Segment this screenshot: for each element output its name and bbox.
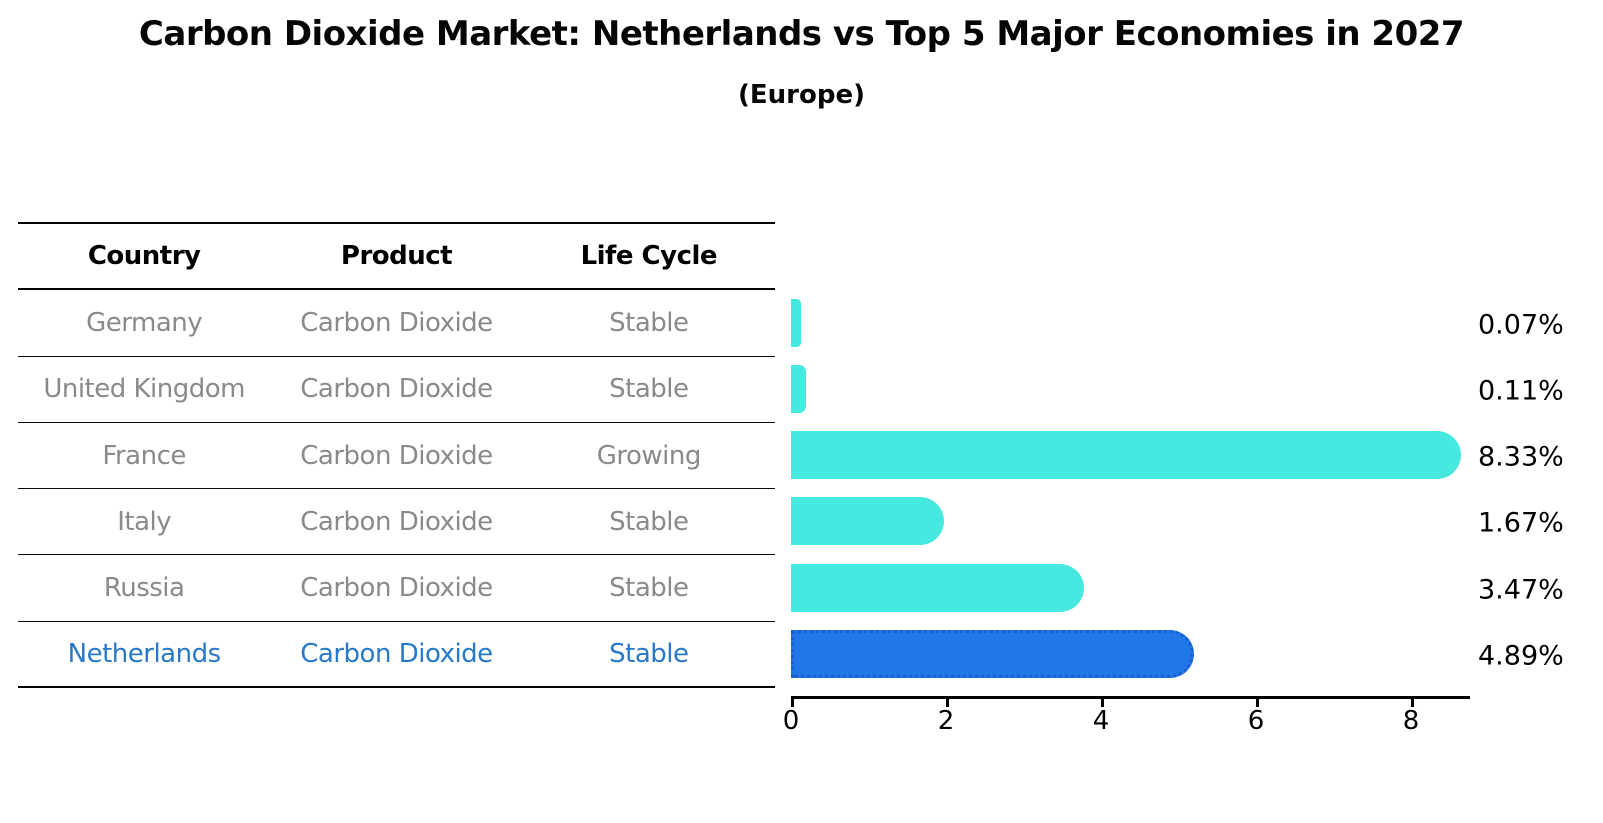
info-table: Country Product Life Cycle Germany Carbo… (18, 222, 775, 689)
chart-subtitle: (Europe) (738, 80, 865, 110)
x-axis-tick (946, 698, 949, 707)
table-cell-lifecycle: Growing (596, 440, 702, 471)
bar-france (791, 431, 1461, 480)
x-axis-tick-label: 6 (1247, 706, 1265, 736)
bar-value-label: 3.47% (1478, 574, 1564, 606)
table-cell-lifecycle: Stable (609, 374, 689, 405)
table-cell-product: Carbon Dioxide (300, 440, 493, 471)
chart-title: Carbon Dioxide Market: Netherlands vs To… (138, 14, 1465, 54)
bar-value-label: 4.89% (1478, 640, 1564, 672)
table-row: Italy Carbon Dioxide Stable (18, 489, 775, 556)
table-cell-product: Carbon Dioxide (300, 374, 493, 405)
table-cell-product: Carbon Dioxide (300, 307, 493, 338)
table-cell-product: Carbon Dioxide (300, 638, 493, 669)
bar-netherlands (791, 630, 1194, 678)
bar-value-label: 1.67% (1478, 507, 1564, 539)
table-row: Netherlands Carbon Dioxide Stable (18, 622, 775, 689)
table-row: Germany Carbon Dioxide Stable (18, 290, 775, 357)
x-axis-tick (1256, 698, 1259, 707)
x-axis-tick-label: 4 (1092, 706, 1110, 736)
table-header-row: Country Product Life Cycle (18, 224, 775, 291)
table-row: France Carbon Dioxide Growing (18, 423, 775, 490)
table-cell-country: United Kingdom (43, 374, 245, 405)
x-axis-tick-label: 0 (782, 706, 800, 736)
column-header-product: Product (340, 241, 453, 272)
table-body: Germany Carbon Dioxide Stable United Kin… (18, 290, 775, 689)
column-header-country: Country (87, 241, 201, 272)
table-row: Russia Carbon Dioxide Stable (18, 555, 775, 622)
table-cell-country: Russia (103, 573, 185, 604)
table-cell-lifecycle: Stable (609, 638, 689, 669)
x-axis-tick-label: 8 (1402, 706, 1420, 736)
x-axis-tick (1411, 698, 1414, 707)
x-axis-tick-label: 2 (937, 706, 955, 736)
table-cell-lifecycle: Stable (609, 506, 689, 537)
table-row: United Kingdom Carbon Dioxide Stable (18, 357, 775, 423)
bar-italy (791, 497, 945, 546)
bar-germany (791, 298, 801, 347)
table-cell-lifecycle: Stable (609, 307, 689, 338)
bar-value-label: 0.07% (1478, 309, 1564, 340)
x-axis-tick (791, 698, 794, 707)
bar-value-label: 0.11% (1478, 375, 1564, 407)
table-cell-country: Germany (86, 307, 203, 338)
table-cell-product: Carbon Dioxide (300, 506, 493, 537)
bar-united-kingdom (791, 364, 807, 413)
column-header-lifecycle: Life Cycle (580, 241, 718, 272)
x-axis-line (791, 696, 1470, 699)
table-cell-product: Carbon Dioxide (300, 573, 493, 604)
x-axis-tick (1101, 698, 1104, 707)
table-cell-lifecycle: Stable (609, 573, 689, 604)
table-cell-country: Italy (117, 506, 172, 537)
bar-russia (791, 563, 1084, 612)
bar-value-label: 8.33% (1478, 441, 1564, 473)
table-cell-country: France (102, 440, 186, 471)
table-cell-country: Netherlands (67, 638, 222, 669)
